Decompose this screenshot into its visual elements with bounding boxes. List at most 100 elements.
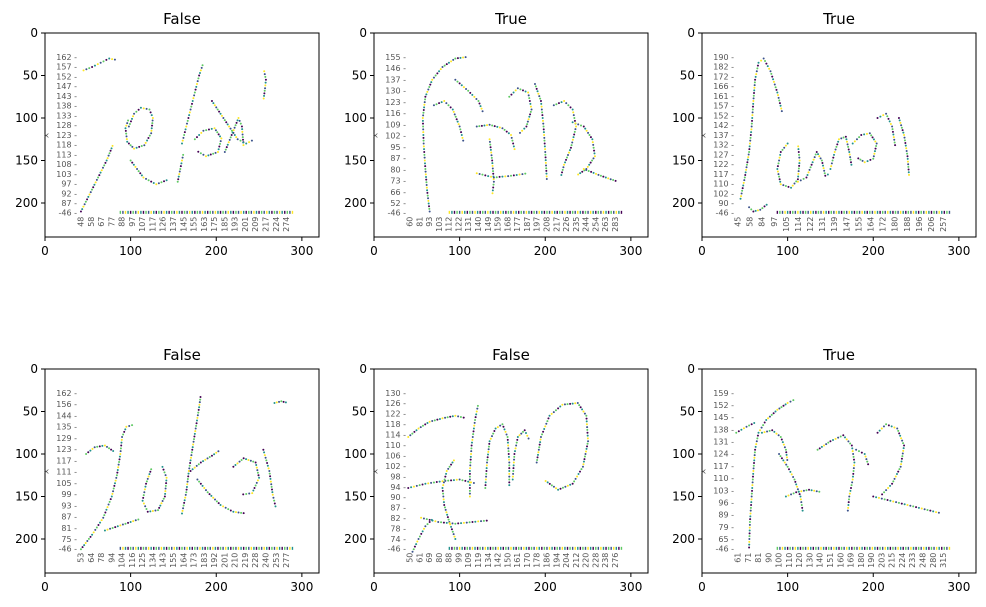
- data-point: [89, 191, 92, 194]
- inner-x-label: 120: [795, 553, 804, 568]
- inner-x-label: 99: [454, 553, 463, 563]
- data-point: [469, 458, 472, 461]
- data-point: [903, 444, 906, 447]
- data-point: [148, 473, 151, 476]
- data-point: [777, 434, 780, 437]
- data-point: [887, 117, 890, 120]
- data-point: [178, 170, 181, 173]
- data-point: [151, 509, 154, 512]
- data-point: [187, 117, 190, 119]
- data-point: [227, 508, 230, 511]
- data-point: [242, 457, 245, 460]
- baseline-mark: [147, 210, 150, 214]
- data-point: [422, 136, 425, 139]
- data-point: [582, 463, 585, 466]
- baseline-mark: [258, 546, 260, 550]
- data-point: [182, 507, 185, 510]
- data-point: [528, 100, 531, 102]
- baseline-mark: [866, 210, 868, 214]
- data-point: [218, 110, 221, 113]
- data-point: [162, 468, 165, 471]
- data-point: [230, 129, 233, 132]
- data-point: [573, 133, 576, 136]
- data-point: [756, 67, 759, 70]
- baseline-mark: [879, 546, 881, 550]
- data-point: [422, 142, 425, 145]
- data-point: [752, 97, 755, 100]
- baseline-mark: [176, 210, 178, 214]
- data-point: [234, 124, 237, 127]
- data-point: [127, 521, 130, 524]
- data-point: [755, 73, 758, 76]
- inner-y-label: 108 -: [56, 160, 77, 169]
- data-point: [426, 523, 429, 526]
- data-point: [438, 102, 441, 105]
- data-point: [146, 510, 149, 513]
- baseline-mark: [206, 210, 209, 214]
- data-point: [256, 471, 259, 474]
- data-point: [103, 529, 106, 532]
- data-point: [193, 466, 196, 469]
- inner-x-label: 160: [836, 553, 845, 568]
- inner-y-label: 127 -: [713, 150, 734, 159]
- baseline-mark: [897, 546, 899, 550]
- data-point: [219, 142, 222, 145]
- data-point: [144, 505, 147, 508]
- data-point: [863, 161, 866, 164]
- data-point: [130, 117, 133, 120]
- baseline-mark: [902, 546, 904, 550]
- baseline-mark: [502, 546, 504, 550]
- data-point: [865, 458, 868, 461]
- data-point: [900, 463, 903, 466]
- data-point: [506, 438, 509, 441]
- data-point: [492, 172, 495, 175]
- data-point: [555, 103, 558, 106]
- baseline-mark: [589, 546, 592, 550]
- data-point: [573, 119, 576, 122]
- data-point: [837, 140, 840, 143]
- inner-x-label: 164: [867, 217, 876, 232]
- data-point: [457, 522, 460, 525]
- data-point: [538, 446, 541, 449]
- inner-y-label: 96 -: [718, 498, 734, 507]
- data-point: [189, 108, 192, 111]
- inner-x-label: 240: [261, 553, 270, 568]
- data-point: [901, 455, 904, 458]
- baseline-mark: [497, 546, 499, 550]
- data-point: [445, 102, 448, 105]
- data-point: [223, 119, 226, 122]
- inner-y-label: 130 -: [385, 87, 406, 96]
- baseline-mark: [135, 546, 137, 550]
- data-point: [214, 498, 217, 501]
- baseline-mark: [923, 546, 925, 550]
- data-point: [476, 407, 479, 410]
- baseline-mark: [920, 546, 922, 550]
- data-point: [447, 467, 450, 470]
- x-tick-label: 200: [205, 244, 228, 258]
- data-point: [778, 407, 781, 410]
- data-point: [484, 174, 487, 177]
- data-point: [164, 484, 167, 487]
- inner-y-label: 138 -: [713, 425, 734, 434]
- data-point: [892, 480, 895, 483]
- baseline-mark: [899, 546, 902, 550]
- data-point: [192, 443, 195, 446]
- data-point: [529, 110, 532, 113]
- data-point: [204, 155, 207, 158]
- data-point: [226, 143, 229, 146]
- data-point: [820, 159, 823, 162]
- baseline-mark: [232, 210, 235, 214]
- data-point: [505, 130, 508, 133]
- data-point: [442, 495, 445, 498]
- data-point: [254, 461, 257, 464]
- inner-y-label: -46 -: [59, 544, 78, 553]
- data-point: [741, 187, 744, 190]
- data-point: [147, 475, 150, 478]
- data-point: [584, 453, 587, 455]
- baseline-mark: [201, 210, 204, 214]
- data-point: [753, 459, 756, 462]
- data-point: [543, 136, 546, 139]
- baseline-mark: [476, 210, 479, 214]
- inner-x-label: 228: [251, 553, 260, 568]
- data-point: [116, 468, 119, 471]
